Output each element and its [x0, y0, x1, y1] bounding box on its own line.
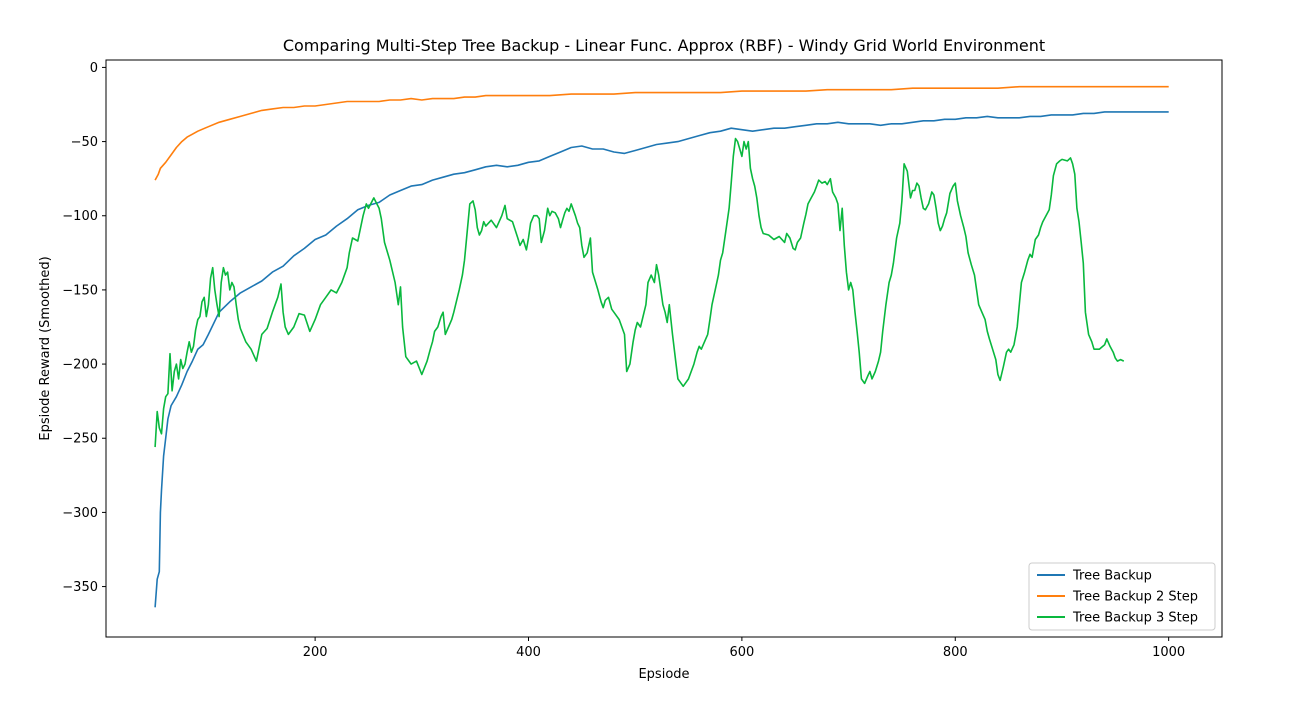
x-axis-label: Epsiode — [638, 667, 689, 682]
legend-label: Tree Backup — [1072, 569, 1152, 584]
legend: Tree Backup Tree Backup 2 Step Tree Backup… — [1028, 562, 1216, 631]
x-tick-label: 1000 — [1152, 645, 1185, 660]
x-tick-label: 800 — [943, 645, 968, 660]
x-tick-label: 200 — [303, 645, 328, 660]
x-tick-label: 400 — [516, 645, 541, 660]
chart-title: Comparing Multi-Step Tree Backup - Linea… — [283, 36, 1045, 55]
series-group — [154, 85, 1169, 608]
series-line-2 — [154, 85, 1169, 181]
y-tick-label: −150 — [62, 283, 98, 298]
y-tick-label: −250 — [62, 432, 98, 447]
plot-area — [105, 59, 1223, 638]
y-tick-label: −100 — [62, 209, 98, 224]
y-tick-label: −350 — [62, 580, 98, 595]
legend-label: Tree Backup 3 Step — [1072, 611, 1198, 626]
legend-label: Tree Backup 2 Step — [1072, 590, 1198, 605]
y-tick-label: 0 — [90, 61, 98, 76]
legend-box — [1028, 562, 1216, 631]
y-axis: 0 −50 −100 −150 −200 −250 −300 −350 — [62, 61, 106, 595]
y-tick-label: −50 — [71, 135, 98, 150]
y-tick-label: −300 — [62, 506, 98, 521]
y-axis-label: Epsiode Reward (Smoothed) — [38, 256, 53, 440]
series-line-3 — [154, 137, 1125, 448]
x-tick-label: 600 — [729, 645, 754, 660]
y-tick-label: −200 — [62, 358, 98, 373]
x-axis: 200 400 600 800 1000 — [303, 637, 1185, 660]
